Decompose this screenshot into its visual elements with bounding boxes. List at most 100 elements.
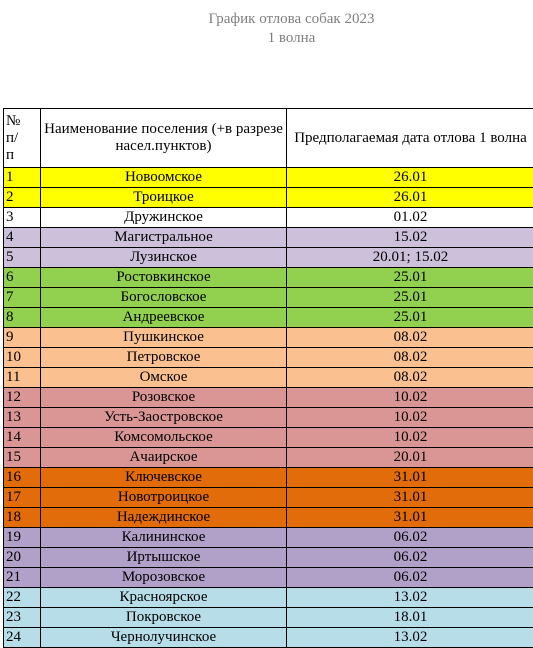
row-number: 17 [4,488,41,508]
catch-date: 10.02 [287,428,533,448]
row-number: 7 [4,288,41,308]
catch-date: 13.02 [287,588,533,608]
row-number: 11 [4,368,41,388]
catch-date: 26.01 [287,188,533,208]
title: График отлова собак 2023 [0,11,533,28]
row-number: 8 [4,308,41,328]
row-number: 20 [4,548,41,568]
settlement-name: Омское [41,368,287,388]
row-number: 16 [4,468,41,488]
catch-date: 31.01 [287,508,533,528]
settlement-name: Чернолучинское [41,628,287,648]
settlement-name: Богословское [41,288,287,308]
row-number: 9 [4,328,41,348]
catch-date: 15.02 [287,228,533,248]
header-cell: № п/ п [4,109,41,168]
row-number: 1 [4,168,41,188]
row-number: 12 [4,388,41,408]
settlement-name: Ростовкинское [41,268,287,288]
catch-date: 26.01 [287,168,533,188]
row-number: 19 [4,528,41,548]
settlement-name: Троицкое [41,188,287,208]
settlement-name: Красноярское [41,588,287,608]
catch-date: 06.02 [287,548,533,568]
catch-date: 31.01 [287,488,533,508]
settlement-name: Магистральное [41,228,287,248]
row-number: 21 [4,568,41,588]
schedule-table: № п/ п Наименование поселения (+в разрез… [3,108,533,648]
row-number: 10 [4,348,41,368]
row-number: 4 [4,228,41,248]
row-number: 13 [4,408,41,428]
catch-date: 08.02 [287,328,533,348]
subtitle: 1 волна [0,30,533,47]
row-number: 15 [4,448,41,468]
row-number: 14 [4,428,41,448]
settlement-name: Новотроицкое [41,488,287,508]
catch-date: 08.02 [287,348,533,368]
catch-date: 20.01; 15.02 [287,248,533,268]
catch-date: 25.01 [287,308,533,328]
catch-date: 08.02 [287,368,533,388]
settlement-name: Комсомольское [41,428,287,448]
settlement-name: Морозовское [41,568,287,588]
settlement-name: Калининское [41,528,287,548]
catch-date: 01.02 [287,208,533,228]
settlement-name: Надеждинское [41,508,287,528]
row-number: 5 [4,248,41,268]
catch-date: 10.02 [287,388,533,408]
catch-date: 18.01 [287,608,533,628]
settlement-name: Усть-Заостровское [41,408,287,428]
settlement-name: Ачаирское [41,448,287,468]
catch-date: 06.02 [287,528,533,548]
header-row: № п/ п Наименование поселения (+в разрез… [4,109,533,168]
settlement-name: Пушкинское [41,328,287,348]
catch-date: 10.02 [287,408,533,428]
catch-date: 13.02 [287,628,533,648]
row-number: 22 [4,588,41,608]
header-cell: Наименование поселения (+в разрезе насел… [41,109,287,168]
settlement-name: Андреевское [41,308,287,328]
catch-date: 25.01 [287,268,533,288]
row-number: 24 [4,628,41,648]
header-cell: Предполагаемая дата отлова 1 волна [287,109,533,168]
settlement-name: Розовское [41,388,287,408]
settlement-name: Ключевское [41,468,287,488]
settlement-name: Иртышское [41,548,287,568]
settlement-name: Дружинское [41,208,287,228]
catch-date: 06.02 [287,568,533,588]
row-number: 23 [4,608,41,628]
settlement-name: Петровское [41,348,287,368]
catch-date: 20.01 [287,448,533,468]
row-number: 3 [4,208,41,228]
catch-date: 25.01 [287,288,533,308]
settlement-name: Новоомское [41,168,287,188]
row-number: 6 [4,268,41,288]
row-number: 2 [4,188,41,208]
